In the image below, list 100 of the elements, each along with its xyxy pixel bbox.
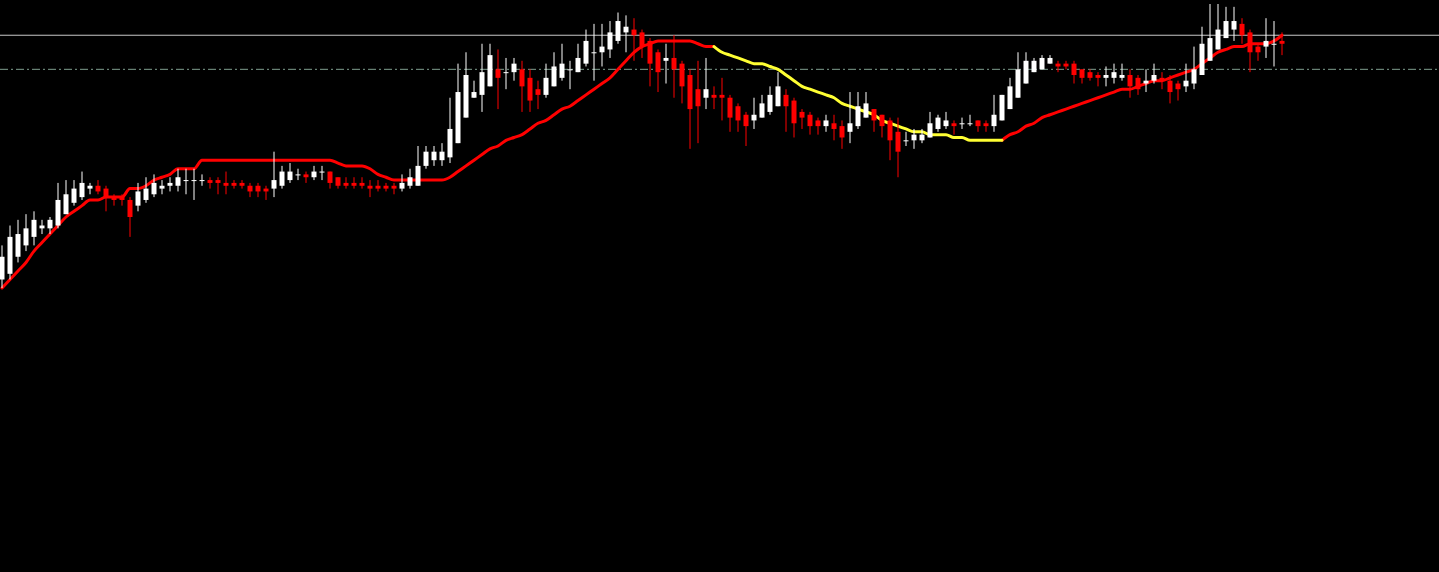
candlestick — [951, 119, 957, 136]
candlestick — [839, 119, 845, 150]
candlestick — [375, 179, 381, 192]
candlestick — [1191, 46, 1197, 90]
candlestick — [79, 171, 85, 201]
candlestick — [31, 210, 37, 246]
candlestick — [871, 108, 877, 133]
candlestick — [959, 117, 965, 130]
candlestick — [1207, 3, 1213, 62]
candlestick — [271, 151, 277, 198]
candlestick — [1127, 68, 1133, 99]
candlestick — [303, 171, 309, 184]
candlestick — [71, 179, 77, 207]
candlestick — [1103, 65, 1109, 87]
candlestick — [503, 57, 509, 90]
candlestick — [1023, 51, 1029, 85]
candlestick — [887, 117, 893, 161]
candlestick — [319, 165, 325, 181]
candlestick — [175, 168, 181, 192]
candlestick — [583, 29, 589, 67]
candlestick — [855, 91, 861, 130]
candlestick — [391, 182, 397, 195]
candlestick — [591, 23, 597, 82]
candlestick — [527, 68, 533, 113]
candlestick — [663, 43, 669, 85]
candlestick — [607, 20, 613, 59]
candlestick — [983, 119, 989, 133]
candlestick — [47, 216, 53, 235]
candlestick — [383, 182, 389, 192]
candlestick — [479, 43, 485, 113]
candlestick — [63, 179, 69, 215]
candlestick — [1215, 3, 1221, 50]
candlestick — [903, 131, 909, 147]
candlestick — [119, 193, 125, 207]
candlestick — [655, 48, 661, 93]
candlestick — [679, 60, 685, 104]
candlestick — [183, 168, 189, 195]
candlestick — [295, 168, 301, 181]
candlestick — [1271, 20, 1277, 67]
candlestick — [775, 71, 781, 107]
candlestick — [415, 145, 421, 187]
candlestick — [359, 176, 365, 190]
candlestick — [767, 85, 773, 116]
candlestick — [711, 85, 717, 110]
candlestick — [239, 179, 245, 190]
candlestick — [23, 213, 29, 252]
candlestick — [103, 185, 109, 212]
candlestick — [551, 51, 557, 87]
candlestick — [1119, 63, 1125, 82]
candlestick — [135, 182, 141, 212]
candlestick — [799, 108, 805, 130]
candlestick — [863, 91, 869, 119]
candlestick — [575, 43, 581, 73]
candlestick — [519, 60, 525, 113]
candlestick — [151, 173, 157, 198]
candlestick — [559, 43, 565, 82]
candlestick — [399, 173, 405, 192]
candlestick — [279, 165, 285, 190]
candlestick — [615, 12, 621, 45]
candlestick — [543, 63, 549, 99]
candlestick — [1159, 71, 1165, 90]
candlestick — [1135, 74, 1141, 96]
candlestick — [367, 179, 373, 198]
candlestick — [807, 111, 813, 136]
candlestick — [207, 176, 213, 190]
candlestick — [159, 179, 165, 195]
candlestick — [823, 114, 829, 133]
candlestick — [735, 102, 741, 133]
candlestick — [815, 117, 821, 136]
candlestick — [791, 97, 797, 138]
candlestick — [431, 145, 437, 167]
candlestick — [703, 57, 709, 110]
candlestick — [1263, 17, 1269, 59]
candlestick — [143, 176, 149, 204]
candlestick — [567, 60, 573, 90]
candlestick — [1111, 63, 1117, 85]
candlestick — [759, 94, 765, 119]
candlestick — [1071, 60, 1077, 85]
candlestick — [471, 80, 477, 99]
candlestick — [943, 111, 949, 130]
candlestick — [743, 111, 749, 147]
candlestick — [87, 182, 93, 195]
candlestick — [127, 196, 133, 238]
candlestick — [847, 91, 853, 144]
candlestick — [991, 94, 997, 133]
candlestick — [535, 80, 541, 110]
candlestick — [199, 173, 205, 187]
candlestick — [191, 168, 197, 201]
candlestick — [351, 176, 357, 190]
candlestick — [287, 162, 293, 184]
candlestick — [423, 145, 429, 170]
candlestick — [111, 193, 117, 207]
candlestick — [727, 94, 733, 133]
candlestick — [1231, 6, 1237, 42]
candlestick — [223, 171, 229, 195]
candlestick — [895, 117, 901, 178]
candlestick — [831, 114, 837, 141]
candlestick — [439, 142, 445, 167]
candlestick — [231, 179, 237, 190]
candlestick — [967, 114, 973, 127]
